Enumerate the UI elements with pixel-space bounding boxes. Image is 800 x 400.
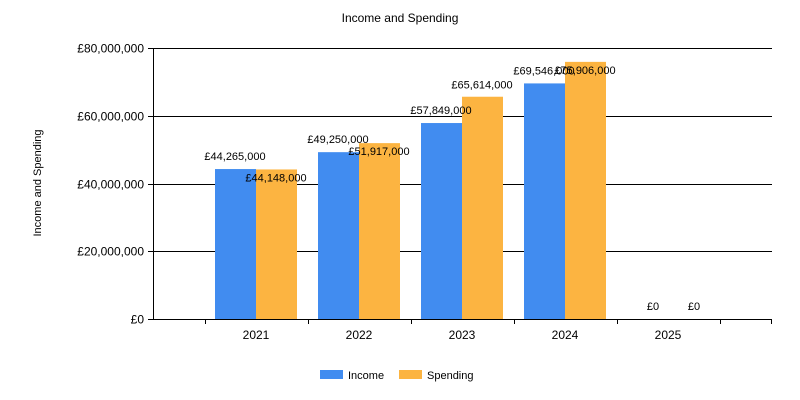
y-tick-label: £80,000,000: [77, 42, 144, 56]
data-label-income-2024: £69,546,000: [513, 65, 574, 77]
y-tick-label: £60,000,000: [77, 110, 144, 124]
bar-income-2023: [421, 123, 462, 319]
data-label-income-2025: £0: [647, 301, 659, 313]
bar-spending-2022: [359, 143, 400, 319]
data-label-income-2023: £57,849,000: [410, 105, 471, 117]
legend-swatch: [320, 370, 343, 379]
y-axis-label: Income and Spending: [32, 129, 44, 236]
x-tick-label: 2024: [552, 328, 579, 342]
y-tick-label: £20,000,000: [77, 245, 144, 259]
x-tick-labels: 2021 2022 2023 2024 2025: [243, 328, 682, 342]
bar-spending-2024: [565, 61, 606, 320]
legend-label: Spending: [427, 370, 474, 382]
bar-income-2022: [318, 152, 359, 319]
bar-spending-2023: [462, 96, 503, 319]
axes: [148, 48, 772, 324]
data-label-spending-2021: £44,148,000: [245, 172, 306, 184]
data-labels: £44,265,000 £49,250,000 £57,849,000 £69,546…: [204, 65, 700, 313]
bar-income-2021: [215, 169, 256, 319]
y-tick-label: £0: [131, 313, 145, 327]
x-tick-label: 2021: [243, 328, 270, 342]
x-tick-label: 2022: [346, 328, 373, 342]
y-tick-label: £40,000,000: [77, 178, 144, 192]
data-label-spending-2024: £75,906,000: [554, 65, 615, 77]
data-label-income-2022: £49,250,000: [307, 134, 368, 146]
data-label-spending-2025: £0: [688, 301, 700, 313]
x-tick-label: 2023: [449, 328, 476, 342]
chart-title: Income and Spending: [342, 11, 459, 25]
legend-item-income: Income: [320, 370, 384, 382]
data-label-spending-2023: £65,614,000: [451, 80, 512, 92]
legend-item-spending: Spending: [399, 370, 474, 382]
legend: Income Spending: [320, 370, 474, 382]
bar-income-2024: [524, 83, 565, 319]
y-tick-labels: £0 £20,000,000 £40,000,000 £60,000,000 £80,0…: [77, 42, 144, 327]
bar-spending-2021: [256, 169, 297, 319]
data-label-income-2021: £44,265,000: [204, 151, 265, 163]
x-tick-label: 2025: [655, 328, 682, 342]
legend-swatch: [399, 370, 422, 379]
data-label-spending-2022: £51,917,000: [348, 146, 409, 158]
legend-label: Income: [348, 370, 384, 382]
bars: [215, 61, 606, 320]
